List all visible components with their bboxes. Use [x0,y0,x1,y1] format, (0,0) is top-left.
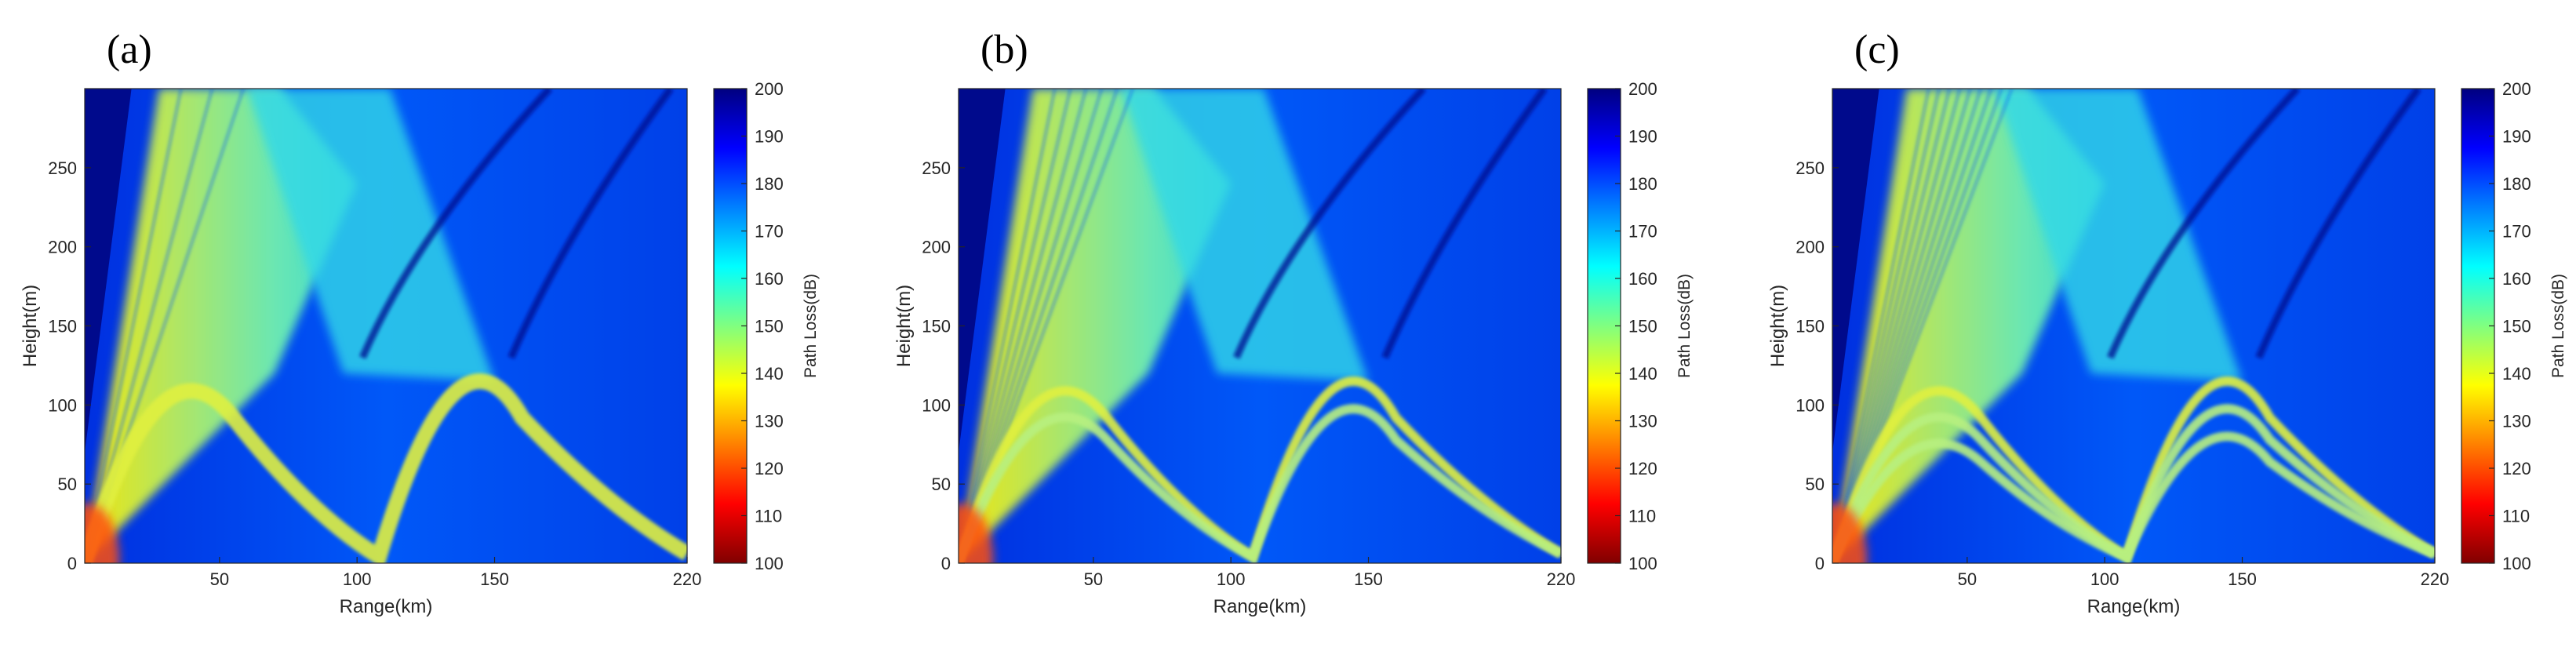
colorbar-tick-label: 170 [755,222,784,242]
colorbar-tick-label: 110 [755,507,782,526]
colorbar-tick-label: 190 [1628,127,1657,147]
colorbar-tick-label: 100 [1628,554,1657,573]
y-tick-label: 150 [922,317,951,336]
colorbar-tick-label: 200 [755,79,784,99]
y-tick-label: 50 [1806,475,1825,494]
colorbar-tick-label: 140 [755,364,784,384]
x-tick-label: 220 [1547,569,1576,589]
colorbar-label: Path Loss(dB) [1675,274,1694,378]
colorbar-tick-label: 110 [1628,507,1656,526]
x-axis-label: Range(km) [2087,596,2181,617]
colorbar-tick-label: 160 [2502,269,2531,289]
y-tick-label: 200 [922,238,951,257]
x-tick-label: 220 [673,569,702,589]
x-tick-label: 150 [480,569,509,589]
x-tick-label: 150 [1354,569,1383,589]
y-tick-label: 0 [67,554,77,573]
heatmap-field [1832,89,2435,563]
y-tick-label: 100 [922,395,951,415]
y-tick-label: 0 [941,554,951,573]
colorbar-tick-label: 200 [1628,79,1657,99]
panel-label: (c) [1854,27,1900,72]
y-tick-label: 150 [48,317,77,336]
colorbar-tick-label: 130 [2502,412,2531,431]
colorbar-tick-label: 150 [2502,317,2531,336]
colorbar-tick-label: 150 [1628,317,1657,336]
y-tick-label: 200 [48,238,77,257]
colorbar-tick-label: 190 [755,127,784,147]
y-tick-label: 200 [1796,238,1825,257]
x-tick-label: 50 [210,569,229,589]
y-tick-label: 250 [1796,158,1825,178]
x-tick-label: 50 [1084,569,1103,589]
heatmap-field [85,89,687,563]
colorbar-label: Path Loss(dB) [2549,274,2567,378]
panel-a: 50 100 150 220 0 50 100 150 200 250 Range(km) Heigh… [20,27,820,617]
y-axis-label: Height(m) [1767,285,1788,367]
x-tick-label: 100 [343,569,372,589]
y-tick-label: 50 [932,475,951,494]
colorbar-tick-label: 130 [1628,412,1657,431]
x-tick-label: 100 [1217,569,1246,589]
colorbar-tick-label: 140 [2502,364,2531,384]
x-tick-label: 220 [2421,569,2450,589]
y-tick-label: 0 [1815,554,1825,573]
x-tick-label: 50 [1958,569,1977,589]
panel-label: (a) [107,27,152,72]
y-tick-label: 250 [922,158,951,178]
colorbar-tick-label: 120 [2502,459,2531,478]
colorbar-tick-label: 180 [1628,174,1657,194]
colorbar-tick-label: 150 [755,317,784,336]
heatmap-field [959,89,1561,563]
y-tick-label: 50 [58,475,77,494]
colorbar-tick-label: 100 [755,554,784,573]
x-axis-label: Range(km) [340,596,433,617]
colorbar-tick-label: 200 [2502,79,2531,99]
colorbar-tick-label: 160 [755,269,784,289]
colorbar-tick-label: 110 [2502,507,2530,526]
colorbar-tick-label: 170 [2502,222,2531,242]
colorbar-tick-label: 170 [1628,222,1657,242]
colorbar-tick-label: 120 [755,459,784,478]
y-tick-label: 100 [48,395,77,415]
colorbar-label: Path Loss(dB) [802,274,820,378]
y-axis-label: Height(m) [893,285,915,367]
x-tick-label: 100 [2090,569,2119,589]
panel-c: 50 100 150 220 0 50 100 150 200 250 Range(km) Heigh… [1767,27,2567,617]
colorbar-tick-label: 140 [1628,364,1657,384]
x-tick-label: 150 [2228,569,2257,589]
panel-label: (b) [981,27,1028,72]
colorbar-tick-label: 180 [755,174,784,194]
panel-b: 50 100 150 220 0 50 100 150 200 250 Range(km) Heigh… [893,27,1694,617]
y-tick-label: 250 [48,158,77,178]
x-axis-label: Range(km) [1213,596,1307,617]
y-tick-label: 150 [1796,317,1825,336]
y-axis-label: Height(m) [20,285,41,367]
y-tick-label: 100 [1796,395,1825,415]
colorbar-tick-label: 160 [1628,269,1657,289]
colorbar-tick-label: 120 [1628,459,1657,478]
colorbar-tick-label: 190 [2502,127,2531,147]
colorbar-tick-label: 180 [2502,174,2531,194]
colorbar-tick-label: 100 [2502,554,2531,573]
colorbar-tick-label: 130 [755,412,784,431]
